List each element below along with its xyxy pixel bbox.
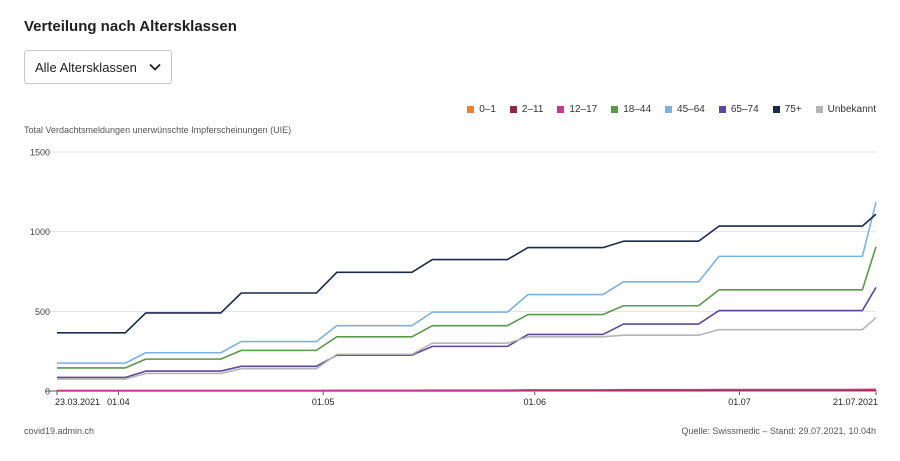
y-tick-label: 1000 [30, 227, 50, 237]
legend-swatch [772, 106, 780, 113]
series-line-12–17 [57, 388, 877, 392]
legend-label: 45–64 [677, 104, 705, 115]
legend-label: 75+ [784, 104, 802, 115]
x-tick-label: 01.06 [523, 397, 546, 407]
x-tick-label: 01.04 [107, 397, 130, 407]
y-tick-label: 1500 [30, 148, 50, 158]
legend-label: 2–11 [521, 104, 544, 115]
x-tick-label: 01.07 [728, 397, 751, 407]
chevron-down-icon [149, 63, 161, 71]
y-axis-label: Total Verdachtsmeldungen unerwünschte Im… [24, 125, 292, 135]
chart-legend: 0–1 2–11 12–17 18–44 45–64 65–74 75+ Unbekannt [467, 104, 876, 115]
age-class-dropdown[interactable]: Alle Altersklassen [24, 50, 172, 84]
legend-item[interactable]: 18–44 [611, 104, 651, 115]
legend-item[interactable]: Unbekannt [815, 104, 876, 115]
legend-swatch [665, 106, 673, 113]
legend-label: 65–74 [730, 104, 759, 115]
series-line-75+ [57, 213, 877, 334]
legend-swatch [509, 106, 517, 113]
legend-item[interactable]: 0–1 [467, 104, 496, 115]
dropdown-selected-value: Alle Altersklassen [35, 59, 137, 75]
legend-swatch [718, 106, 726, 113]
legend-item[interactable]: 75+ [772, 104, 802, 115]
legend-item[interactable]: 45–64 [665, 104, 705, 115]
legend-swatch [815, 106, 823, 113]
legend-label: Unbekannt [827, 104, 876, 115]
legend-item[interactable]: 65–74 [718, 104, 759, 115]
footer-source: Quelle: Swissmedic – Stand: 29.07.2021, … [681, 426, 876, 436]
series-line-65–74 [57, 287, 877, 379]
x-tick-label: 23.03.2021 [55, 397, 100, 407]
legend-label: 12–17 [569, 104, 598, 115]
legend-label: 18–44 [623, 104, 652, 115]
legend-item[interactable]: 12–17 [557, 104, 597, 115]
chart-title: Verteilung nach Altersklassen [24, 18, 237, 35]
legend-label: 0–1 [479, 104, 496, 115]
x-tick-label: 21.07.2021 [833, 397, 878, 407]
legend-swatch [611, 106, 619, 113]
x-tick-label: 01.05 [312, 397, 335, 407]
legend-swatch [557, 106, 565, 113]
y-tick-label: 0 [45, 387, 50, 397]
series-line-Unbekannt [57, 317, 877, 380]
legend-swatch [467, 106, 475, 113]
footer-site: covid19.admin.ch [24, 426, 95, 436]
series-line-18–44 [57, 246, 877, 369]
legend-item[interactable]: 2–11 [509, 104, 544, 115]
series-line-45–64 [57, 201, 877, 364]
y-tick-label: 500 [35, 307, 50, 317]
